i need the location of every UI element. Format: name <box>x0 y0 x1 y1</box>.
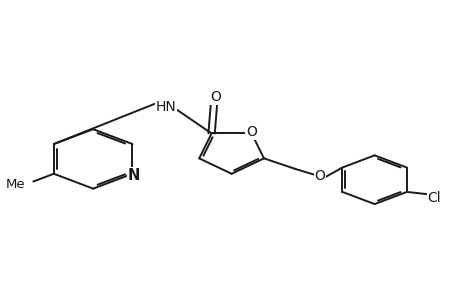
Text: N: N <box>127 168 140 183</box>
Text: Cl: Cl <box>426 191 440 205</box>
Text: Me: Me <box>6 178 25 191</box>
Text: O: O <box>313 169 325 183</box>
Text: O: O <box>246 125 257 139</box>
Text: O: O <box>209 90 220 104</box>
Text: HN: HN <box>155 100 176 114</box>
